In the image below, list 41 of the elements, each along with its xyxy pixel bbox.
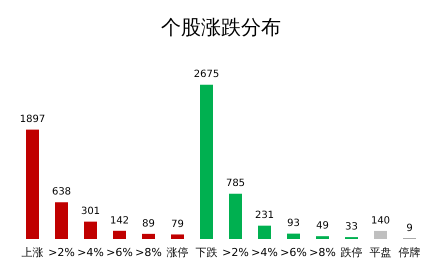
data-label: 89 [142,218,155,230]
data-label: 93 [287,218,300,230]
data-label: 1897 [20,114,46,126]
x-tick-label: >6% [106,246,133,259]
bar [55,202,68,239]
x-tick-label: >4% [77,246,104,259]
x-tick-label: >2% [48,246,75,259]
bar [113,230,126,239]
data-label: 2675 [194,69,220,80]
bar [171,234,184,239]
data-label: 9 [406,222,413,234]
data-label: 638 [52,186,72,198]
x-tick-label: >2% [222,246,249,259]
x-tick-label: 涨停 [166,246,188,259]
data-label: 785 [226,178,246,190]
data-label: 79 [171,218,184,230]
bar [316,236,329,239]
data-label: 231 [254,210,274,222]
data-label: 140 [370,215,390,226]
data-label: 142 [110,215,130,226]
x-tick-label: 平盘 [370,246,392,259]
data-label: 301 [80,206,100,218]
bar [26,130,39,239]
chart-title: 个股涨跌分布 [161,15,281,39]
bar [142,234,155,239]
bar [84,222,97,239]
bar [229,194,242,239]
x-tick-label: >8% [135,246,162,259]
x-tick-label: >4% [251,246,278,259]
x-tick-label: 上涨 [22,246,44,259]
bar [200,84,213,239]
x-tick-label: 停牌 [398,246,420,259]
data-label: 33 [345,222,358,233]
bar [258,226,271,239]
bar [287,234,300,239]
bar [374,230,387,239]
x-tick-label: >8% [309,246,336,259]
x-tick-label: 下跌 [196,246,218,259]
x-tick-label: >6% [280,246,307,259]
data-label: 49 [316,220,329,232]
x-tick-label: 跌停 [340,246,362,259]
